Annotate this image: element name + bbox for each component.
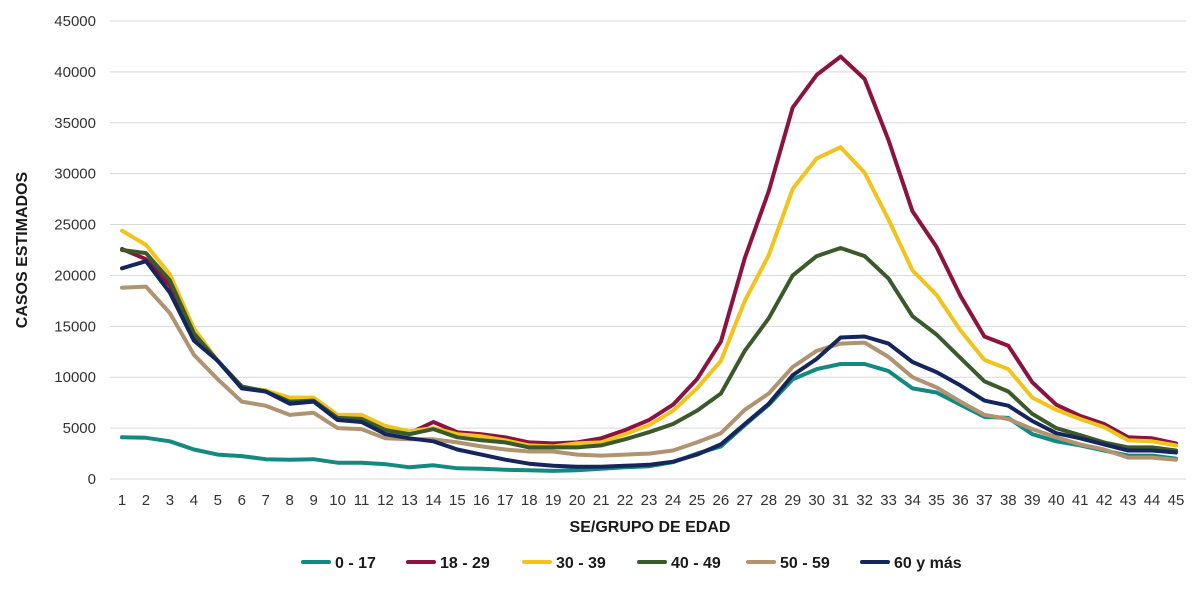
legend-label: 30 - 39 xyxy=(556,555,606,572)
legend-label: 60 y más xyxy=(894,555,962,572)
x-tick-label: 32 xyxy=(856,492,873,509)
x-tick-label: 27 xyxy=(736,492,753,509)
x-tick-label: 45 xyxy=(1168,492,1185,509)
x-tick-label: 26 xyxy=(713,492,730,509)
x-tick-label: 15 xyxy=(449,492,466,509)
x-tick-label: 21 xyxy=(593,492,610,509)
x-tick-label: 9 xyxy=(309,492,317,509)
x-tick-label: 12 xyxy=(377,492,394,509)
x-tick-label: 37 xyxy=(976,492,993,509)
x-tick-label: 5 xyxy=(214,492,222,509)
x-tick-label: 1 xyxy=(118,492,126,509)
x-tick-label: 10 xyxy=(329,492,346,509)
y-tick-label: 20000 xyxy=(54,267,96,284)
x-tick-label: 3 xyxy=(166,492,174,509)
x-tick-label: 14 xyxy=(425,492,442,509)
x-tick-label: 28 xyxy=(760,492,777,509)
y-tick-label: 5000 xyxy=(63,420,96,437)
x-tick-label: 33 xyxy=(880,492,897,509)
x-tick-label: 39 xyxy=(1024,492,1041,509)
legend-item: 18 - 29 xyxy=(406,555,490,572)
series-line-5 xyxy=(120,259,1178,469)
x-tick-label: 17 xyxy=(497,492,514,509)
legend-label: 40 - 49 xyxy=(671,555,721,572)
x-tick-label: 4 xyxy=(190,492,198,509)
x-tick-label: 44 xyxy=(1144,492,1161,509)
y-axis-ticks: 0 5000 10000 15000 20000 25000 30000 35000 40000… xyxy=(54,13,96,488)
legend-item: 30 - 39 xyxy=(522,555,606,572)
x-tick-label: 42 xyxy=(1096,492,1113,509)
y-tick-label: 15000 xyxy=(54,318,96,335)
x-tick-label: 36 xyxy=(952,492,969,509)
legend-item: 40 - 49 xyxy=(637,555,721,572)
legend-label: 18 - 29 xyxy=(440,555,490,572)
x-tick-label: 41 xyxy=(1072,492,1089,509)
series-line-2 xyxy=(120,145,1178,449)
x-tick-label: 18 xyxy=(521,492,538,509)
x-tick-label: 22 xyxy=(617,492,634,509)
y-tick-label: 45000 xyxy=(54,13,96,30)
x-tick-label: 40 xyxy=(1048,492,1065,509)
x-tick-label: 35 xyxy=(928,492,945,509)
legend-item: 50 - 59 xyxy=(746,555,830,572)
y-tick-label: 10000 xyxy=(54,369,96,386)
y-tick-label: 35000 xyxy=(54,115,96,132)
x-tick-label: 31 xyxy=(832,492,849,509)
y-tick-label: 30000 xyxy=(54,166,96,183)
x-tick-label: 43 xyxy=(1120,492,1137,509)
x-tick-label: 34 xyxy=(904,492,921,509)
legend-item: 0 - 17 xyxy=(301,555,376,572)
grid xyxy=(110,20,1186,480)
x-tick-label: 16 xyxy=(473,492,490,509)
x-tick-label: 8 xyxy=(286,492,294,509)
series-lines xyxy=(120,54,1178,473)
x-tick-label: 19 xyxy=(545,492,562,509)
x-tick-label: 30 xyxy=(808,492,825,509)
x-tick-label: 11 xyxy=(354,492,370,509)
legend-item: 60 y más xyxy=(860,555,962,572)
x-tick-label: 2 xyxy=(142,492,150,509)
x-tick-label: 23 xyxy=(641,492,658,509)
legend-label: 50 - 59 xyxy=(780,555,830,572)
x-axis-title: SE/GRUPO DE EDAD xyxy=(570,519,731,536)
x-tick-label: 25 xyxy=(689,492,706,509)
series-line-1 xyxy=(120,54,1178,446)
x-tick-label: 38 xyxy=(1000,492,1017,509)
legend: 0 - 17 18 - 29 30 - 39 40 - 49 50 - 59 60 y m… xyxy=(301,555,962,572)
legend-label: 0 - 17 xyxy=(335,555,376,572)
y-tick-label: 25000 xyxy=(54,217,96,234)
x-tick-label: 24 xyxy=(665,492,682,509)
y-axis-title: CASOS ESTIMADOS xyxy=(14,171,31,328)
x-axis-ticks: 1 2 3 4 5 6 7 8 9 10 11 12 13 14 15 16 17 18 19 20 21 22 23 24 2… xyxy=(118,492,1185,509)
y-tick-label: 0 xyxy=(88,471,96,488)
x-tick-label: 7 xyxy=(262,492,270,509)
x-tick-label: 6 xyxy=(238,492,246,509)
x-tick-label: 20 xyxy=(569,492,586,509)
y-tick-label: 40000 xyxy=(54,64,96,81)
x-tick-label: 29 xyxy=(784,492,801,509)
series-line-4 xyxy=(120,284,1178,462)
x-tick-label: 13 xyxy=(401,492,418,509)
